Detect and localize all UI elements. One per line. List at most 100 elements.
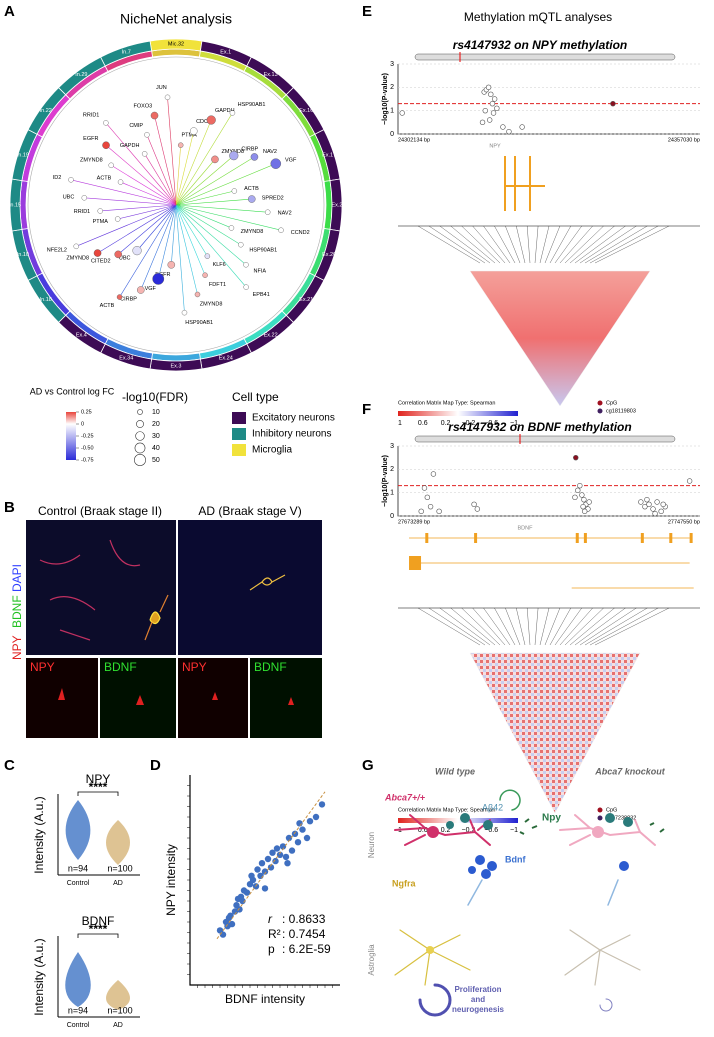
gene-node [243,284,249,290]
y-tick-label: 0 [390,131,394,138]
connector [554,225,582,264]
connector [549,225,571,264]
point [427,503,434,510]
connector [527,225,531,264]
ring-label: In.18 [40,297,52,303]
connector [539,607,550,646]
legend-label: CpG [606,807,617,813]
chromosome [414,435,676,443]
x-tick-label: 24302134 bp [398,137,430,143]
gene-node [228,225,235,231]
stat-name: r [268,912,273,926]
gene-label: FOXO3 [134,103,153,109]
edge [170,204,177,265]
point [580,503,586,510]
protein [446,813,633,830]
gene-label: CIRBP [120,297,137,303]
gene-node [206,115,216,125]
label: Control (Braak stage II) [38,504,162,518]
image [26,520,176,655]
group-label: AD [113,880,123,887]
ring-label: In.22 [40,108,52,114]
x-tick-label: 27747550 bp [668,519,700,525]
ld-heatmap [469,652,641,814]
point [284,860,291,867]
connector [417,607,481,646]
tick-label: -0.25 [81,433,94,439]
edge [175,145,182,206]
y-tick-label: 1 [390,490,394,497]
ring-label: In.15 [9,202,21,208]
point [642,503,648,510]
connector [450,607,496,646]
edge [120,181,177,206]
point [261,868,269,875]
violin [65,800,91,860]
gene-label: ZMYND8 [241,229,264,235]
gene-node [164,94,171,101]
edge [175,112,233,206]
ring-label: Ex.13 [264,72,278,78]
image-content [39,539,286,641]
label: Ngfra [392,878,416,888]
point [686,478,693,484]
point [490,110,497,116]
point [418,508,424,515]
connector [483,607,511,646]
point [424,494,431,501]
significance: **** [89,922,108,936]
gene-label: RRID1 [74,209,91,215]
connector [569,225,615,264]
point [486,117,493,123]
point [489,100,496,107]
point [646,501,652,508]
violin [106,820,130,865]
legend-dot [597,400,603,406]
cbar-label: 0.2 [441,420,451,427]
gene-node [117,179,124,185]
panel-label: B [4,499,15,516]
point [243,889,251,896]
axis-label: BDNF intensity [225,992,305,1006]
gene-node [137,286,145,294]
significance: **** [89,780,108,794]
edge [175,119,212,206]
ring-label: Mic.32 [168,41,184,47]
legend-title: Correlation Matrix Map Type: Spearman [398,400,495,406]
point [638,499,644,505]
point [254,866,261,873]
connector [494,225,516,264]
point [610,100,616,107]
axis-label: Intensity (A.u.) [32,796,46,873]
edge [100,204,177,212]
ring-label: Ex.2 [331,202,342,208]
plot-title: NPY [86,772,111,786]
connector [574,225,626,264]
connector [505,607,521,646]
label: NPY [30,660,55,674]
gene-label: GAPDH [215,108,235,114]
edge [175,204,208,257]
subtitle: rs4147932 on NPY methylation [453,38,628,52]
n-label: n=94 [68,1005,88,1015]
connector [564,607,604,646]
point [291,830,299,837]
gene-node [116,294,123,300]
edge [175,190,235,206]
stat-name: R² [268,927,281,941]
point [430,471,437,477]
point [575,487,581,494]
edge [175,204,268,213]
label: Abca7+/+ [384,792,426,802]
connector [589,225,659,264]
point [399,110,405,116]
edge [76,204,177,247]
label: BDNF [254,660,287,674]
image [100,658,176,738]
gene-node [211,155,219,164]
gene-label: UBC [119,256,131,262]
stat-value: : 0.8633 [282,912,326,926]
connector [574,607,626,646]
exon [575,533,579,543]
point [491,96,498,102]
